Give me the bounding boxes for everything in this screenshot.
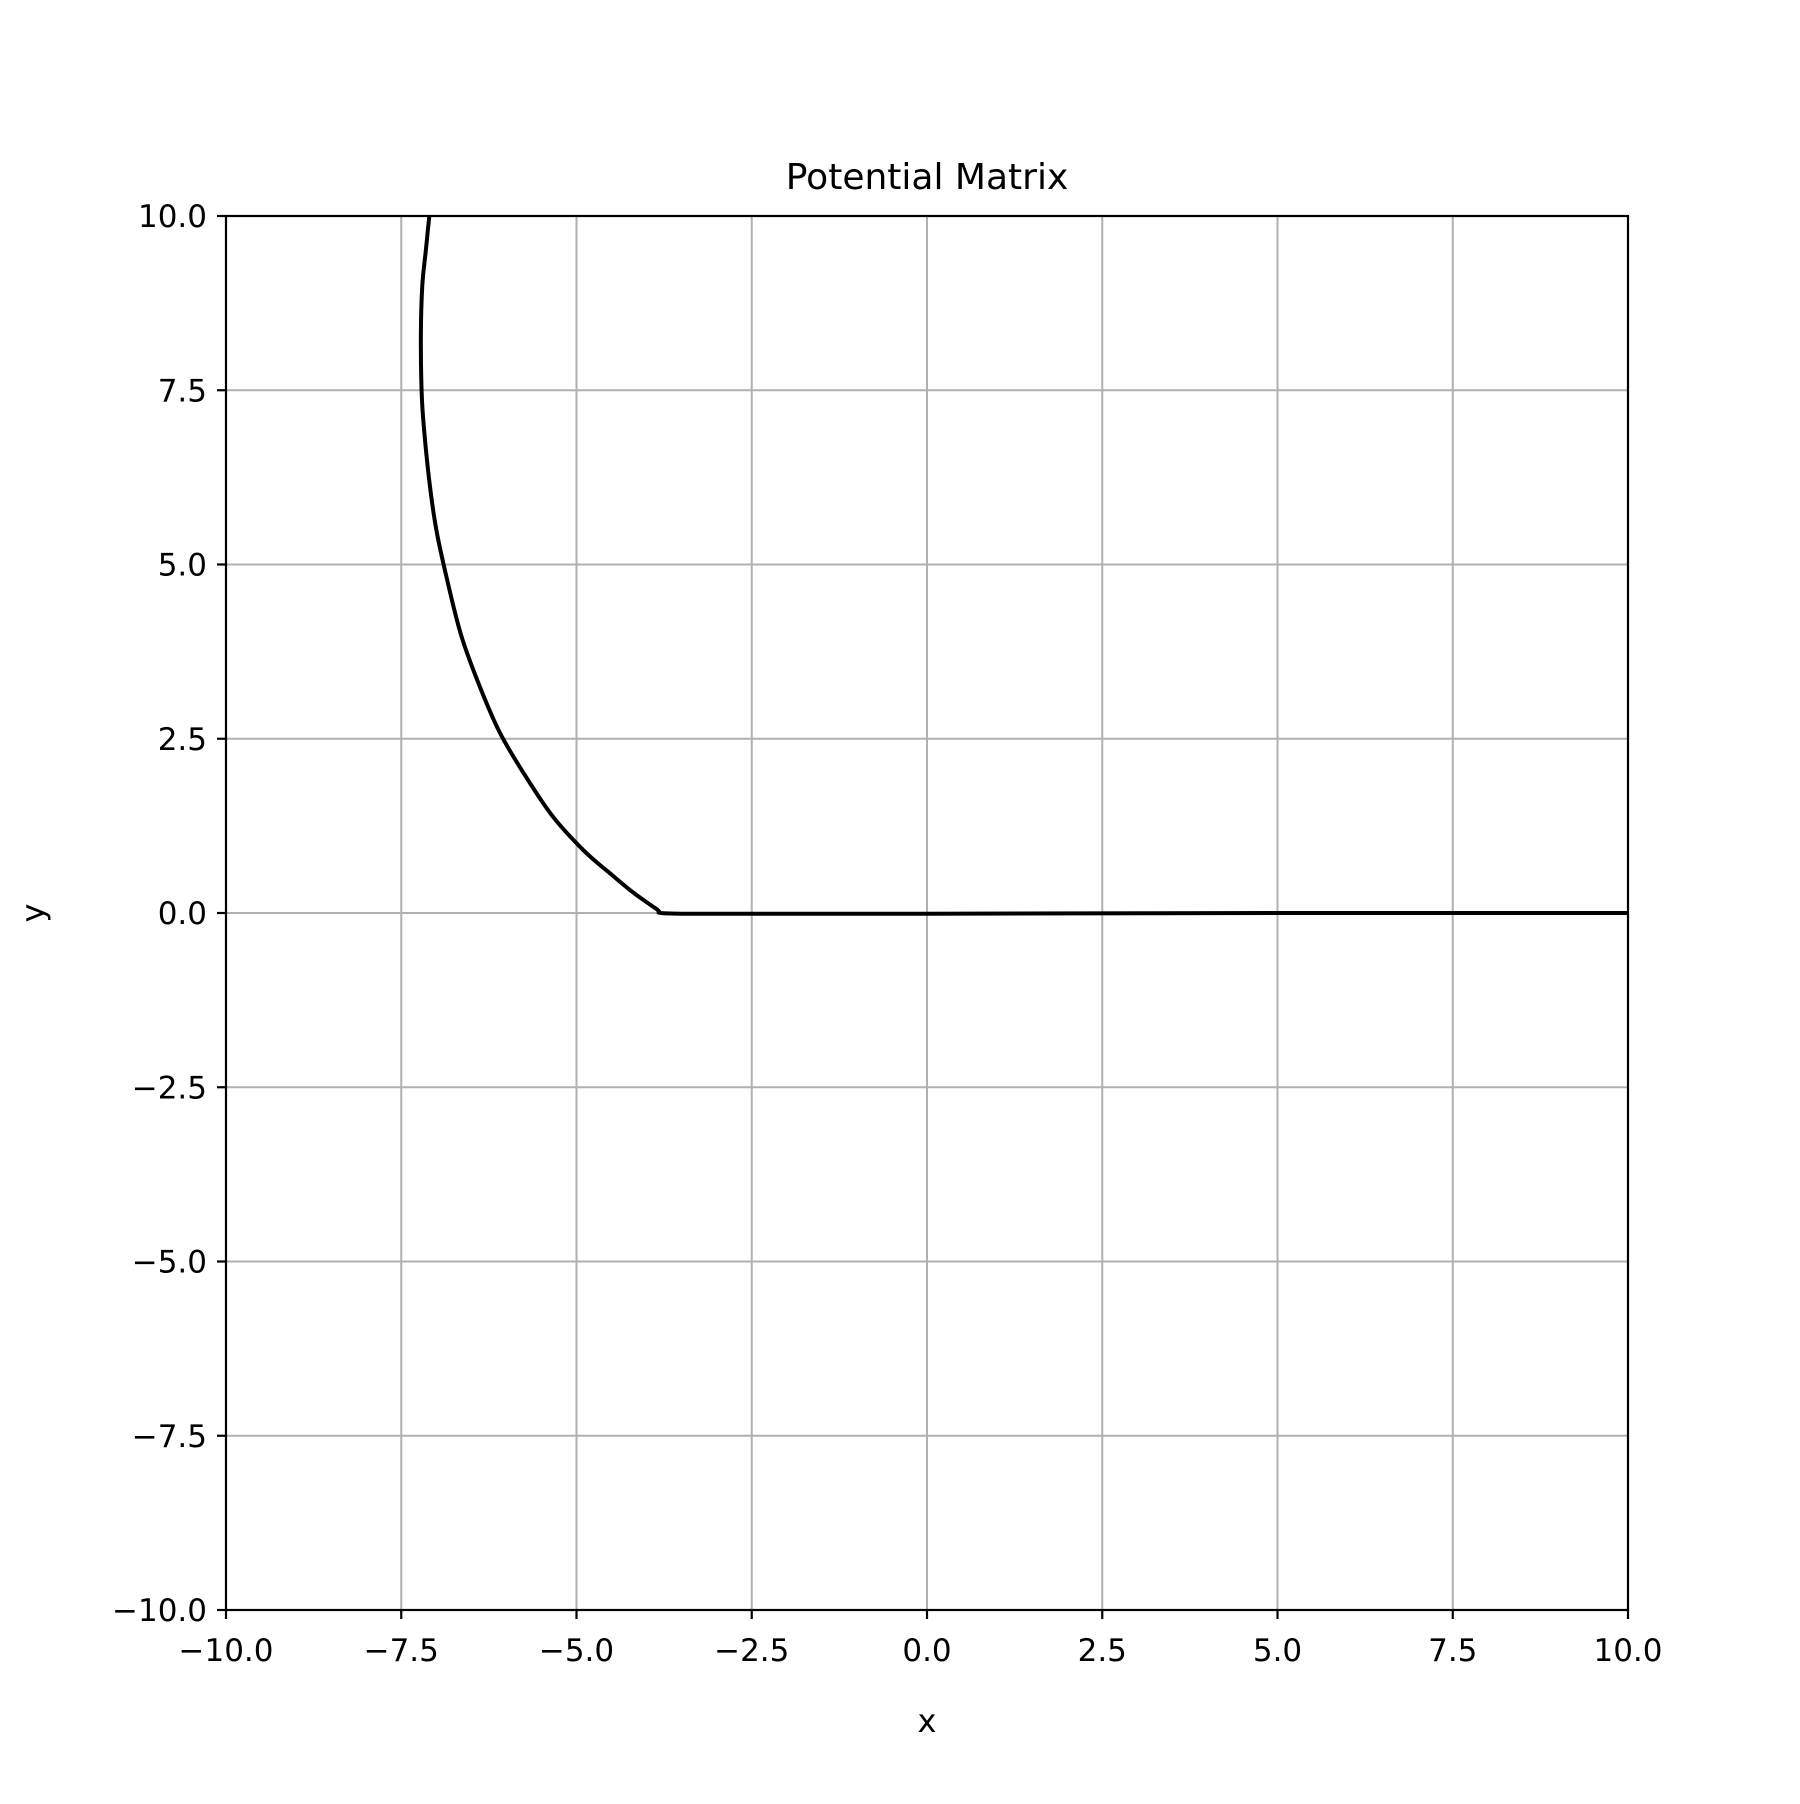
y-tick-label: −7.5 [132, 1419, 207, 1455]
y-tick-label: 10.0 [138, 199, 207, 235]
y-axis-label: y [14, 904, 52, 923]
x-tick-label: 2.5 [1078, 1633, 1127, 1669]
series-line [418, 215, 1629, 916]
ticks: −10.0 −7.5 −5.0 −2.5 0.0 2.5 5.0 7.5 10.0 −10.0 −7… [112, 199, 1663, 1669]
x-tick-label: −10.0 [179, 1633, 274, 1669]
x-tick-label: 5.0 [1253, 1633, 1302, 1669]
x-tick-label: −5.0 [539, 1633, 614, 1669]
chart-title: Potential Matrix [786, 157, 1069, 198]
y-tick-label: −2.5 [132, 1070, 207, 1106]
y-tick-label: 5.0 [158, 548, 207, 584]
y-tick-label: 2.5 [158, 722, 207, 758]
x-tick-label: 0.0 [902, 1633, 951, 1669]
plot-area [418, 215, 1629, 916]
x-tick-label: −2.5 [714, 1633, 789, 1669]
x-tick-label: 7.5 [1428, 1633, 1477, 1669]
y-tick-label: 0.0 [158, 896, 207, 932]
y-tick-label: −10.0 [112, 1593, 207, 1629]
y-tick-label: −5.0 [132, 1245, 207, 1281]
x-tick-label: 10.0 [1593, 1633, 1662, 1669]
y-tick-label: 7.5 [158, 373, 207, 409]
x-axis-label: x [918, 1702, 937, 1740]
x-tick-label: −7.5 [364, 1633, 439, 1669]
